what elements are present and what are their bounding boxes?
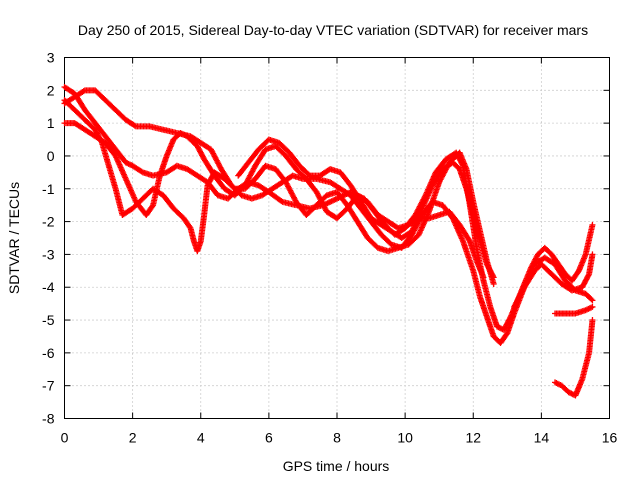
y-tick-label: -6 (42, 345, 55, 361)
y-tick-label: 2 (47, 82, 55, 98)
y-axis-label: SDTVAR / TECUs (6, 182, 22, 294)
data-point (98, 138, 105, 145)
data-point (589, 251, 596, 258)
x-tick-label: 8 (333, 430, 341, 446)
grid (64, 57, 610, 419)
series-track-8 (552, 317, 596, 399)
y-tick-label: 1 (47, 115, 55, 131)
data-point (138, 168, 145, 175)
y-tick-label: -1 (42, 181, 55, 197)
y-tick-label: -3 (42, 246, 55, 262)
data-point (589, 221, 596, 228)
chart-title: Day 250 of 2015, Sidereal Day-to-day VTE… (78, 22, 588, 38)
y-tick-label: -2 (42, 214, 55, 230)
data-point (588, 296, 595, 303)
series-track-3 (61, 120, 487, 281)
data-point (186, 223, 193, 230)
series-track-5 (235, 136, 497, 281)
data-point (278, 198, 285, 205)
data-point (490, 273, 497, 280)
x-tick-label: 14 (534, 430, 550, 446)
y-tick-labels: 3 2 1 0 -1 -2 -3 -4 -5 -6 -7 -8 (42, 50, 55, 427)
data-point (131, 122, 138, 129)
data-point (589, 303, 596, 310)
series-track-7 (552, 303, 596, 317)
series-track-6 (511, 251, 596, 310)
x-tick-label: 10 (397, 430, 413, 446)
y-tick-label: -5 (42, 312, 55, 328)
x-axis-label: GPS time / hours (283, 458, 390, 474)
data-point (466, 237, 473, 244)
x-tick-labels: 0 2 4 6 8 10 12 14 16 (61, 430, 618, 446)
y-tick-label: 0 (47, 148, 55, 164)
x-tick-label: 16 (602, 430, 618, 446)
x-tick-label: 2 (129, 430, 137, 446)
x-tick-label: 4 (197, 430, 205, 446)
x-tick-label: 12 (465, 430, 481, 446)
data-point (490, 280, 497, 287)
y-tick-label: -4 (42, 279, 55, 295)
data-point (490, 274, 497, 281)
data-point (80, 88, 87, 95)
data-series (61, 84, 596, 399)
x-tick-label: 0 (61, 430, 69, 446)
data-point (149, 203, 156, 210)
axis-ticks (64, 57, 610, 419)
data-point (480, 274, 487, 281)
y-tick-label: -8 (42, 411, 55, 427)
data-point (589, 297, 596, 304)
data-point (589, 317, 596, 324)
y-tick-label: -7 (42, 378, 55, 394)
y-tick-label: 3 (47, 50, 55, 66)
x-tick-label: 6 (265, 430, 273, 446)
data-point (585, 272, 592, 279)
